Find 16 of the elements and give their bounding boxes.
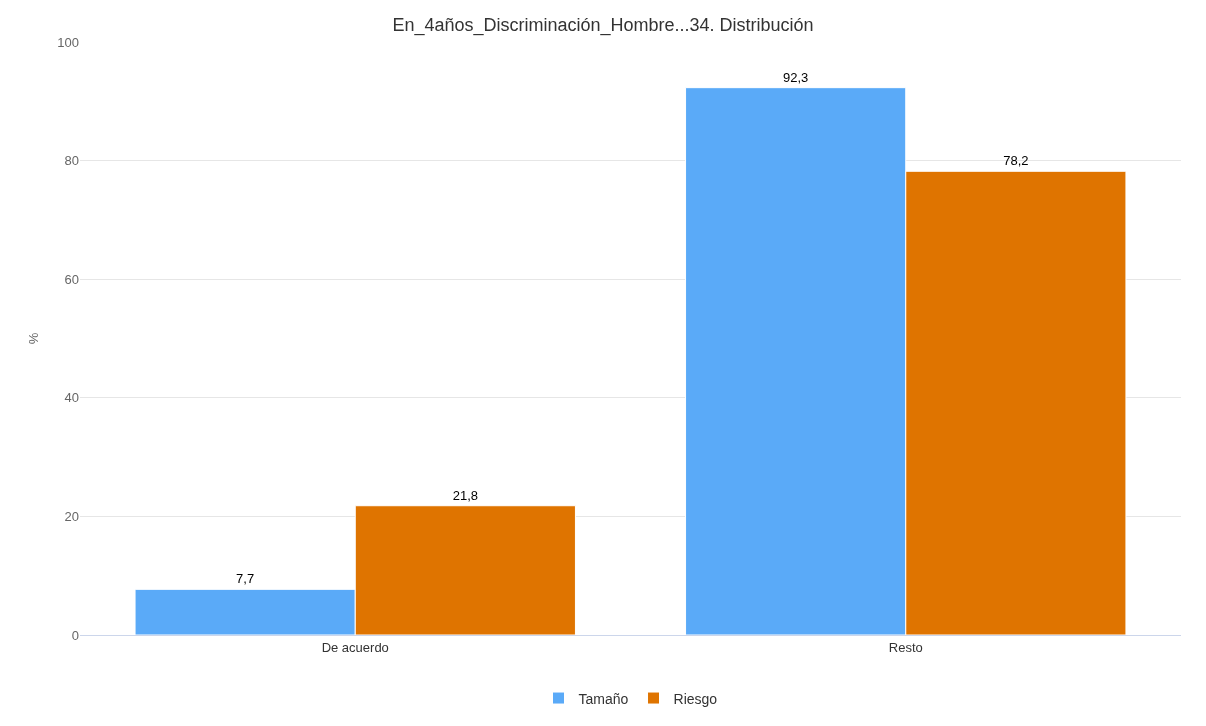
y-tick-label: 20: [64, 508, 79, 524]
chart-title: En_4años_Discriminación_Hombre...34. Distribución: [392, 14, 814, 36]
x-tick-label: Resto: [888, 639, 923, 655]
data-label: 92,3: [782, 69, 809, 85]
y-tick-label: 100: [57, 34, 79, 50]
y-axis-title: %: [26, 332, 42, 345]
legend-label: Tamaño: [578, 690, 629, 707]
y-tick-label: 80: [64, 153, 79, 169]
x-tick-label: De acuerdo: [321, 639, 389, 655]
data-label: 21,8: [452, 487, 479, 503]
y-tick-label: 40: [64, 390, 79, 406]
y-tick-label: 60: [64, 271, 79, 287]
data-label: 7,7: [236, 571, 255, 587]
legend-label: Riesgo: [673, 690, 718, 707]
data-label: 78,2: [1003, 153, 1029, 169]
y-tick-label: 0: [71, 627, 79, 643]
